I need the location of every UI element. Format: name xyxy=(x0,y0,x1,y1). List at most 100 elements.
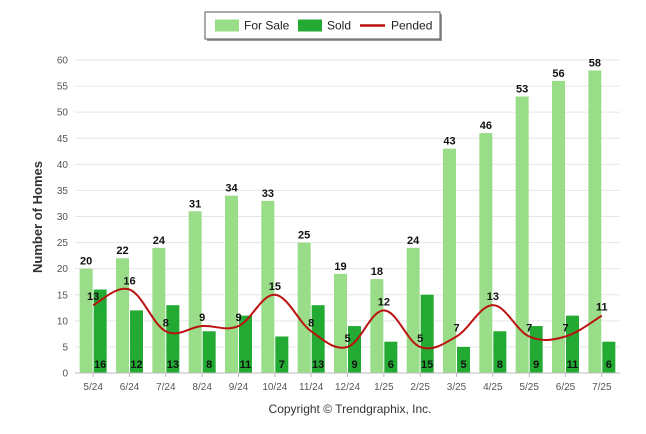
bar-for-sale-12-24 xyxy=(334,273,347,373)
bar-for-sale-5-24 xyxy=(79,268,93,373)
label-for-sale-7-24: 24 xyxy=(153,235,166,247)
y-tick-label: 5 xyxy=(62,342,68,353)
bar-for-sale-1-25 xyxy=(370,279,384,373)
label-sold-12-24: 9 xyxy=(351,359,357,371)
bar-for-sale-6-24 xyxy=(116,258,129,373)
bar-for-sale-8-24 xyxy=(188,211,202,373)
label-pended-11-24: 8 xyxy=(308,317,314,329)
pended-line-layer xyxy=(92,287,603,350)
label-pended-9-24: 9 xyxy=(235,312,241,324)
label-sold-5-24: 16 xyxy=(94,359,106,371)
x-tick-label: 1/25 xyxy=(374,382,394,393)
bar-for-sale-3-25 xyxy=(443,148,456,373)
y-tick-label: 35 xyxy=(57,186,69,197)
x-tick-label: 5/25 xyxy=(519,382,539,393)
legend-swatch-for-sale xyxy=(215,19,239,32)
bar-for-sale-9-24 xyxy=(225,195,238,373)
label-for-sale-9-24: 34 xyxy=(225,183,238,195)
bar-sold-9-24 xyxy=(239,315,252,373)
y-tick-label: 40 xyxy=(57,160,69,171)
label-sold-2-25: 15 xyxy=(421,359,433,371)
label-for-sale-5-25: 53 xyxy=(516,84,528,96)
bar-sold-6-25 xyxy=(566,315,579,373)
legend-label-for-sale: For Sale xyxy=(244,19,290,33)
gridlines xyxy=(75,59,620,374)
data-labels: 20 16 22 12 24 13 31 8 34 11 33 7 25 13 19 9 18 6 24 15 43 5 4… xyxy=(80,57,612,371)
x-tick-label: 7/25 xyxy=(592,382,612,393)
x-tick-label: 5/24 xyxy=(83,382,103,393)
x-tick-label: 6/24 xyxy=(120,382,140,393)
pended-line xyxy=(92,287,603,350)
label-for-sale-6-25: 56 xyxy=(552,68,564,80)
bar-sold-10-24 xyxy=(275,336,289,373)
bar-sold-11-24 xyxy=(311,305,325,373)
label-pended-5-25: 7 xyxy=(526,322,532,334)
legend-box xyxy=(204,11,441,40)
label-sold-5-25: 9 xyxy=(533,359,539,371)
label-for-sale-6-24: 22 xyxy=(116,245,128,257)
label-for-sale-12-24: 19 xyxy=(334,261,346,273)
bar-for-sale-7-24 xyxy=(152,247,166,373)
label-pended-5-24: 13 xyxy=(87,291,99,303)
bar-sold-3-25 xyxy=(457,346,470,373)
label-sold-4-25: 8 xyxy=(497,359,503,371)
label-pended-3-25: 7 xyxy=(453,322,459,334)
x-tick-label: 10/24 xyxy=(262,382,287,393)
y-tick-label: 50 xyxy=(57,108,69,119)
legend-label-pended: Pended xyxy=(391,19,432,33)
x-tick-label: 4/25 xyxy=(483,382,503,393)
label-pended-7-25: 11 xyxy=(596,302,608,314)
label-sold-7-25: 6 xyxy=(606,359,612,371)
y-tick-label: 0 xyxy=(62,369,68,380)
copyright-credit: Copyright © Trendgraphix, Inc. xyxy=(269,402,432,416)
bar-for-sale-2-25 xyxy=(406,247,420,373)
bar-sold-1-25 xyxy=(384,341,398,373)
label-sold-6-25: 11 xyxy=(567,359,579,371)
label-for-sale-11-24: 25 xyxy=(298,230,310,242)
y-tick-label: 60 xyxy=(57,56,69,67)
label-for-sale-8-24: 31 xyxy=(189,198,201,210)
label-sold-6-24: 12 xyxy=(130,359,142,371)
y-tick-label: 55 xyxy=(57,82,69,93)
bar-sold-5-24 xyxy=(93,289,107,373)
label-pended-10-24: 15 xyxy=(269,281,281,293)
label-sold-8-24: 8 xyxy=(206,359,212,371)
x-tick-label: 7/24 xyxy=(156,382,176,393)
label-for-sale-10-24: 33 xyxy=(262,188,274,200)
label-for-sale-4-25: 46 xyxy=(480,120,492,132)
label-for-sale-5-24: 20 xyxy=(80,256,92,268)
label-pended-8-24: 9 xyxy=(199,312,205,324)
y-tick-label: 45 xyxy=(57,134,69,145)
bar-sold-7-24 xyxy=(166,305,180,373)
y-tick-label: 25 xyxy=(57,238,69,249)
bar-for-sale-7-25 xyxy=(588,70,602,373)
y-tick-label: 30 xyxy=(57,212,69,223)
label-sold-10-24: 7 xyxy=(279,359,285,371)
x-tick-label: 11/24 xyxy=(299,382,324,393)
bar-sold-4-25 xyxy=(493,331,507,373)
label-pended-2-25: 5 xyxy=(417,333,423,345)
bar-sold-7-25 xyxy=(602,341,616,373)
bar-sold-8-24 xyxy=(202,331,216,373)
x-tick-label: 9/24 xyxy=(229,382,249,393)
label-for-sale-3-25: 43 xyxy=(443,136,455,148)
y-axis-label: Number of Homes xyxy=(30,161,45,273)
bar-for-sale-10-24 xyxy=(261,200,275,373)
label-sold-9-24: 11 xyxy=(240,359,252,371)
x-tick-label: 12/24 xyxy=(335,382,360,393)
label-pended-12-24: 5 xyxy=(344,333,350,345)
label-pended-6-25: 7 xyxy=(562,322,568,334)
bar-for-sale-4-25 xyxy=(479,133,493,373)
legend-label-sold: Sold xyxy=(327,19,351,33)
legend: For Sale Sold Pended xyxy=(204,11,442,41)
bar-sold-2-25 xyxy=(420,294,434,373)
legend-swatch-sold xyxy=(298,19,322,32)
label-for-sale-2-25: 24 xyxy=(407,235,420,247)
label-for-sale-1-25: 18 xyxy=(371,266,383,278)
label-pended-1-25: 12 xyxy=(378,296,390,308)
label-pended-7-24: 8 xyxy=(163,317,169,329)
label-pended-4-25: 13 xyxy=(487,291,499,303)
bar-for-sale-11-24 xyxy=(297,242,311,373)
